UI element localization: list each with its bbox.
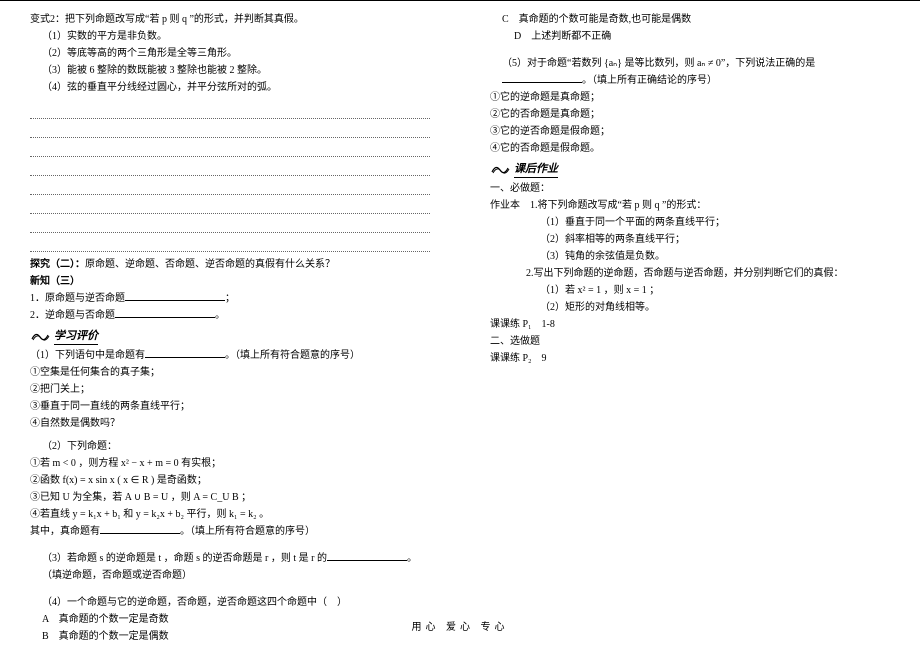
q2: （2）下列命题： [30, 438, 430, 455]
q3-a: （3）若命题 s 的逆命题是 t ，命题 s 的逆否命题是 r ，则 t 是 r… [42, 553, 327, 564]
hw-required: 一、必做题： [490, 180, 890, 197]
q4: （4）一个命题与它的逆命题，否命题，逆否命题这四个命题中（ ） [30, 594, 430, 611]
blank [502, 73, 582, 83]
xz1-a: 1．原命题与逆否命题 [30, 293, 125, 304]
q4-opt-c: C 真命题的个数可能是奇数,也可能是偶数 [490, 11, 890, 28]
xz2-b: 。 [215, 310, 225, 321]
q2-4: ④若直线 y = k₁x + b₁ 和 y = k₂x + b₂ 平行，则 k₁… [30, 506, 430, 523]
q5-a: （5）对于命题“若数列 {aₙ} 是等比数列，则 aₙ ≠ 0”，下列说法正确的… [502, 58, 815, 69]
hw-1-1: （1）垂直于同一个平面的两条直线平行； [490, 214, 890, 231]
q1-1: ①空集是任何集合的真子集； [30, 364, 430, 381]
hw-2-2: （2）矩形的对角线相等。 [490, 299, 890, 316]
q1-4: ④自然数是偶数吗？ [30, 415, 430, 432]
q2-2: ②函数 f(x) = x sin x ( x ∈ R ) 是奇函数； [30, 472, 430, 489]
q2-tail-a: 其中，真命题有 [30, 526, 100, 537]
section-eval-head: 学习评价 [30, 327, 430, 345]
b2-item-3: （3）能被 6 整除的数既能被 3 整除也能被 2 整除。 [30, 62, 430, 79]
blank [145, 348, 225, 358]
q5-2: ②它的否命题是真命题； [490, 106, 890, 123]
q5: （5）对于命题“若数列 {aₙ} 是等比数列，则 aₙ ≠ 0”，下列说法正确的… [490, 55, 890, 89]
q5-4: ④它的否命题是假命题。 [490, 140, 890, 157]
q1: （1）下列语句中是命题有 。（填上所有符合题意的序号） [30, 347, 430, 364]
q2-3: ③已知 U 为全集，若 A ∪ B = U ，则 A = C_U B ； [30, 489, 430, 506]
write-lines [30, 104, 430, 252]
tanjiu2: 探究（二）：原命题、逆命题、否命题、逆否命题的真假有什么关系？ [30, 256, 430, 273]
q3: （3）若命题 s 的逆命题是 t ，命题 s 的逆否命题是 r ，则 t 是 r… [30, 550, 430, 584]
q1-2: ②把门关上； [30, 381, 430, 398]
tanjiu2-text: 原命题、逆命题、否命题、逆否命题的真假有什么关系？ [85, 259, 335, 270]
document-page: 变式2：把下列命题改写成“若 p 则 q ”的形式，并判断其真假。 （1）实数的… [0, 0, 920, 637]
swirl-icon [490, 162, 510, 176]
q5-1: ①它的逆命题是真命题； [490, 89, 890, 106]
hw-book-2: 2.写出下列命题的逆命题，否命题与逆否命题，并分别判断它们的真假： [490, 265, 890, 282]
q5-b: 。（填上所有正确结论的序号） [582, 75, 717, 86]
bianshi2-title: 变式2：把下列命题改写成“若 p 则 q ”的形式，并判断其真假。 [30, 11, 430, 28]
b2-item-4: （4）弦的垂直平分线经过圆心，并平分弦所对的弧。 [30, 79, 430, 96]
q4-opt-d: D 上述判断都不正确 [490, 28, 890, 45]
q1-3: ③垂直于同一直线的两条直线平行； [30, 398, 430, 415]
xinzhi3: 新知（三） [30, 273, 430, 290]
blank [115, 308, 215, 318]
right-column: C 真命题的个数可能是奇数,也可能是偶数 D 上述判断都不正确 （5）对于命题“… [460, 0, 920, 637]
page-footer: 用心 爱心 专心 [0, 618, 920, 633]
b2-item-2: （2）等底等高的两个三角形是全等三角形。 [30, 45, 430, 62]
hw-book-1: 作业本 1.将下列命题改写成“若 p 则 q ”的形式： [490, 197, 890, 214]
q1-tail: 。（填上所有符合题意的序号） [225, 350, 360, 361]
tanjiu2-label: 探究（二）： [30, 259, 85, 270]
kkl-2: 课课练 P₂ 9 [490, 350, 890, 367]
xz-line-1: 1．原命题与逆否命题 ； [30, 290, 430, 307]
hw-1-2: （2）斜率相等的两条直线平行； [490, 231, 890, 248]
blank [327, 551, 407, 561]
section-eval-title: 学习评价 [54, 327, 98, 345]
xz-line-2: 2．逆命题与否命题 。 [30, 307, 430, 324]
q5-3: ③它的逆否命题是假命题； [490, 123, 890, 140]
q2-1: ①若 m < 0 ，则方程 x² − x + m = 0 有实根； [30, 455, 430, 472]
b2-item-1: （1）实数的平方是非负数。 [30, 28, 430, 45]
hw-2-1: （1）若 x² = 1 ，则 x = 1 ； [490, 282, 890, 299]
hw-optional: 二、选做题 [490, 333, 890, 350]
hw-1-3: （3）钝角的余弦值是负数。 [490, 248, 890, 265]
swirl-icon [30, 329, 50, 343]
section-hw-title: 课后作业 [514, 160, 558, 178]
section-hw-head: 课后作业 [490, 160, 890, 178]
blank [125, 291, 225, 301]
q2-tail-b: 。（填上所有符合题意的序号） [180, 526, 315, 537]
xz2-a: 2．逆命题与否命题 [30, 310, 115, 321]
left-column: 变式2：把下列命题改写成“若 p 则 q ”的形式，并判断其真假。 （1）实数的… [0, 0, 460, 637]
blank [100, 524, 180, 534]
q1-text: （1）下列语句中是命题有 [30, 350, 145, 361]
q2-tail: 其中，真命题有 。（填上所有符合题意的序号） [30, 523, 430, 540]
kkl-1: 课课练 P₁ 1-8 [490, 316, 890, 333]
xz1-b: ； [225, 293, 235, 304]
